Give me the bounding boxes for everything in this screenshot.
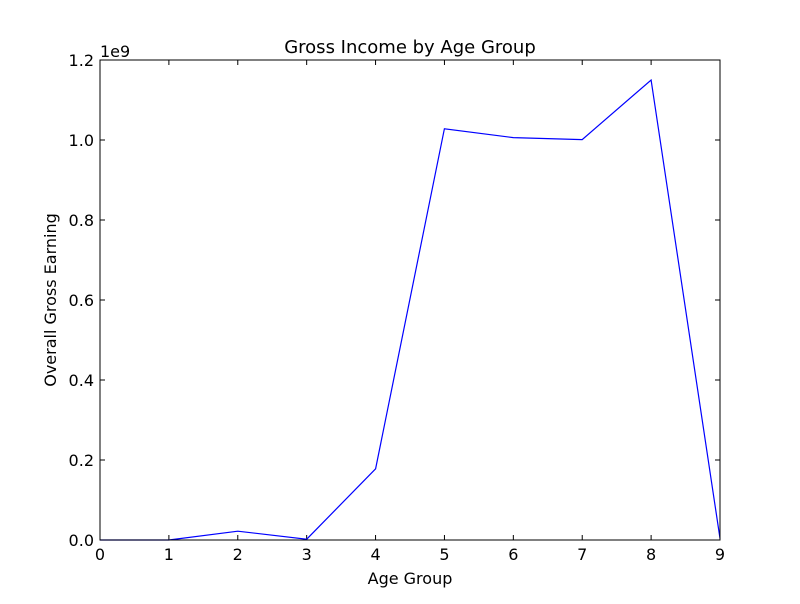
x-tick-label: 8 [646, 545, 656, 564]
x-tick-label: 6 [508, 545, 518, 564]
y-tick-label: 0.0 [69, 531, 94, 550]
series-layer [100, 78, 721, 541]
y-tick-label: 0.4 [69, 371, 94, 390]
y-tick-label: 0.6 [69, 291, 94, 310]
y-axis-label: Overall Gross Earning [41, 213, 60, 387]
x-tick-label: 1 [164, 545, 174, 564]
data-point [236, 530, 239, 533]
axis-ticks: 0 1 2 3 4 5 6 7 8 9 0.0 0.2 0.4 0.6 0.8 1.0 1.2 [69, 51, 726, 564]
x-tick-label: 3 [302, 545, 312, 564]
x-tick-label: 9 [715, 545, 725, 564]
series-line [100, 78, 721, 541]
x-tick-label: 2 [233, 545, 243, 564]
y-tick-label: 1.2 [69, 51, 94, 70]
y-tick-label: 1.0 [69, 131, 94, 150]
y-scale-label: 1e9 [100, 42, 130, 61]
x-tick-label: 7 [577, 545, 587, 564]
data-point [443, 127, 446, 130]
data-point [512, 136, 515, 139]
plot-area-frame [99, 59, 721, 541]
y-tick-label: 0.2 [69, 451, 94, 470]
x-tick-label: 0 [95, 545, 105, 564]
y-tick-label: 0.8 [69, 211, 94, 230]
chart-title: Gross Income by Age Group [284, 37, 536, 58]
x-axis-label: Age Group [368, 569, 453, 588]
data-point [581, 138, 584, 141]
data-point [650, 79, 653, 82]
x-tick-label: 5 [439, 545, 449, 564]
data-point [374, 467, 377, 470]
x-tick-label: 4 [370, 545, 380, 564]
